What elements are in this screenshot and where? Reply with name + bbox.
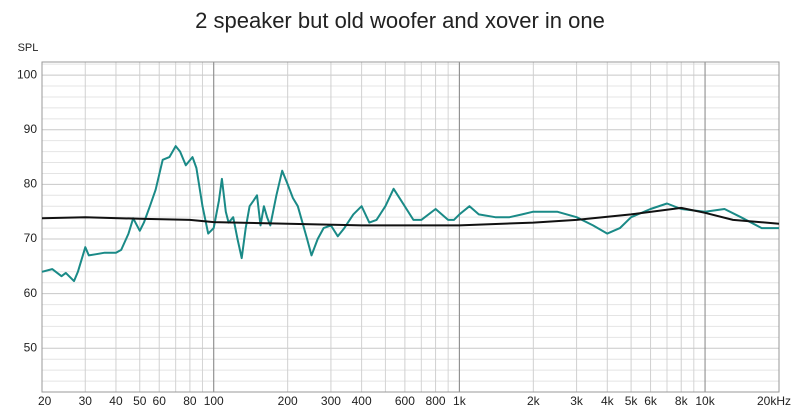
x-tick-label: 20 [38, 394, 52, 408]
x-tick-label: 60 [153, 394, 167, 408]
x-tick-label: 80 [183, 394, 197, 408]
series-line [41, 206, 780, 227]
y-tick-label: 50 [24, 340, 38, 354]
plot-border [41, 61, 780, 393]
x-tick-label: 20kHz [757, 394, 791, 408]
x-tick-label: 100 [204, 394, 224, 408]
x-tick-label: 4k [601, 394, 615, 408]
x-tick-label: 300 [321, 394, 341, 408]
x-tick-label: 2k [527, 394, 541, 408]
y-tick-label: 80 [24, 177, 38, 191]
x-tick-label: 200 [278, 394, 298, 408]
plot-area [42, 62, 779, 392]
y-axis-label: SPL [18, 42, 39, 54]
y-tick-label: 60 [24, 286, 38, 300]
series-line [41, 145, 779, 283]
x-tick-label: 600 [395, 394, 415, 408]
y-tick-label: 70 [24, 231, 38, 245]
x-tick-label: 8k [675, 394, 689, 408]
x-tick-label: 400 [352, 394, 372, 408]
x-tick-label: 40 [109, 394, 123, 408]
x-tick-label: 30 [79, 394, 93, 408]
x-tick-label: 5k [625, 394, 639, 408]
y-tick-label: 100 [17, 67, 37, 81]
x-tick-label: 1k [453, 394, 467, 408]
x-tick-label: 10k [695, 394, 715, 408]
chart-title: 2 speaker but old woofer and xover in on… [195, 8, 605, 33]
y-tick-label: 90 [24, 122, 38, 136]
x-tick-label: 800 [426, 394, 446, 408]
x-tick-label: 3k [570, 394, 584, 408]
x-tick-label: 6k [644, 394, 658, 408]
x-tick-label: 50 [133, 394, 147, 408]
